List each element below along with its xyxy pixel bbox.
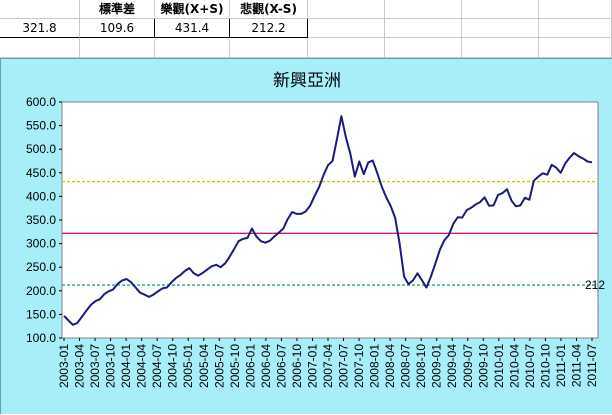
- x-tick-label: 2010-07: [523, 344, 537, 388]
- y-axis: 100.0 150.0 200.0 250.0 300.0 350.0 400.0 450.0…: [26, 95, 62, 345]
- series-line: [63, 115, 593, 326]
- x-tick-label: 2003-04: [73, 344, 87, 388]
- value-cell-pessimistic[interactable]: 212.2: [230, 19, 308, 38]
- grid-cell[interactable]: [462, 19, 539, 38]
- y-tick-label: 400.0: [26, 189, 56, 203]
- x-tick-label: 2007-04: [321, 344, 335, 388]
- x-tick-label: 2004-10: [166, 344, 180, 388]
- x-tick-label: 2006-10: [290, 344, 304, 388]
- y-tick-label: 600.0: [26, 95, 56, 109]
- grid-cell[interactable]: [308, 19, 385, 38]
- x-axis: 2003-01 2003-04 2003-07 2003-10 2004-01 2004-…: [57, 338, 599, 388]
- header-cell-stddev[interactable]: 標準差: [80, 0, 155, 19]
- y-tick-label: 350.0: [26, 213, 56, 227]
- x-tick-label: 2006-04: [259, 344, 273, 388]
- grid-cell[interactable]: [539, 19, 612, 38]
- grid-cell[interactable]: [308, 38, 385, 58]
- x-tick-label: 2006-01: [243, 344, 257, 388]
- grid-cell[interactable]: [155, 38, 230, 58]
- y-tick-label: 100.0: [26, 331, 56, 345]
- x-tick-label: 2010-01: [492, 344, 506, 388]
- value-cell-optimistic[interactable]: 431.4: [155, 19, 230, 38]
- grid-cell[interactable]: [385, 0, 462, 19]
- y-tick-label: 450.0: [26, 166, 56, 180]
- x-tick-label: 2011-04: [569, 344, 583, 387]
- x-tick-label: 2007-01: [305, 344, 319, 388]
- chart-object[interactable]: 新興亞洲 100.0 150.0 200.0 250.0 300.0 350.0 400.0…: [0, 58, 612, 414]
- grid-cell[interactable]: [462, 0, 539, 19]
- header-cell-pessimistic[interactable]: 悲觀(X-S): [230, 0, 308, 19]
- grid-cell[interactable]: [385, 38, 462, 58]
- x-tick-label: 2005-07: [212, 344, 226, 388]
- grid-cell[interactable]: [230, 38, 308, 58]
- plot-area[interactable]: [61, 101, 599, 339]
- grid-cell[interactable]: [539, 0, 612, 19]
- value-cell-mean[interactable]: 321.8: [0, 19, 80, 38]
- x-tick-label: 2007-07: [337, 344, 351, 388]
- y-tick-label: 500.0: [26, 142, 56, 156]
- x-tick-label: 2011-01: [554, 344, 568, 387]
- x-tick-label: 2003-07: [88, 344, 102, 388]
- grid-cell[interactable]: [308, 0, 385, 19]
- x-tick-label: 2011-07: [585, 344, 599, 387]
- y-tick-label: 550.0: [26, 119, 56, 133]
- x-tick-label: 2004-01: [119, 344, 133, 388]
- reference-lines: 212: [62, 180, 605, 292]
- x-tick-label: 2005-01: [181, 344, 195, 388]
- x-tick-label: 2008-10: [414, 344, 428, 388]
- x-tick-label: 2008-04: [383, 344, 397, 388]
- x-tick-label: 2006-07: [274, 344, 288, 388]
- grid-cell[interactable]: [385, 19, 462, 38]
- header-cell-optimistic[interactable]: 樂觀(X+S): [155, 0, 230, 19]
- y-tick-label: 150.0: [26, 307, 56, 321]
- chart-title: 新興亞洲: [273, 71, 341, 91]
- x-tick-label: 2009-01: [430, 344, 444, 388]
- y-tick-label: 300.0: [26, 237, 56, 251]
- x-tick-label: 2004-04: [135, 344, 149, 388]
- header-cell-blank[interactable]: [0, 0, 80, 19]
- y-tick-label: 250.0: [26, 260, 56, 274]
- line-chart: 新興亞洲 100.0 150.0 200.0 250.0 300.0 350.0 400.0…: [26, 71, 605, 388]
- x-tick-label: 2010-10: [538, 344, 552, 388]
- x-tick-label: 2005-10: [228, 344, 242, 388]
- value-cell-stddev[interactable]: 109.6: [80, 19, 155, 38]
- x-tick-label: 2008-01: [368, 344, 382, 388]
- grid-cell[interactable]: [0, 38, 80, 58]
- x-tick-label: 2005-04: [197, 344, 211, 388]
- x-tick-label: 2009-10: [476, 344, 490, 388]
- x-tick-label: 2003-10: [104, 344, 118, 388]
- grid-cell[interactable]: [539, 38, 612, 58]
- x-tick-label: 2009-07: [461, 344, 475, 388]
- x-tick-label: 2009-04: [445, 344, 459, 388]
- x-tick-label: 2004-07: [150, 344, 164, 388]
- x-tick-label: 2007-10: [352, 344, 366, 388]
- y-tick-label: 200.0: [26, 284, 56, 298]
- series-layer: [63, 115, 593, 326]
- reference-line-label: 212: [585, 278, 605, 292]
- x-tick-label: 2010-04: [507, 344, 521, 388]
- grid-cell[interactable]: [462, 38, 539, 58]
- x-tick-label: 2008-07: [399, 344, 413, 388]
- x-tick-label: 2003-01: [57, 344, 71, 388]
- grid-cell[interactable]: [80, 38, 155, 58]
